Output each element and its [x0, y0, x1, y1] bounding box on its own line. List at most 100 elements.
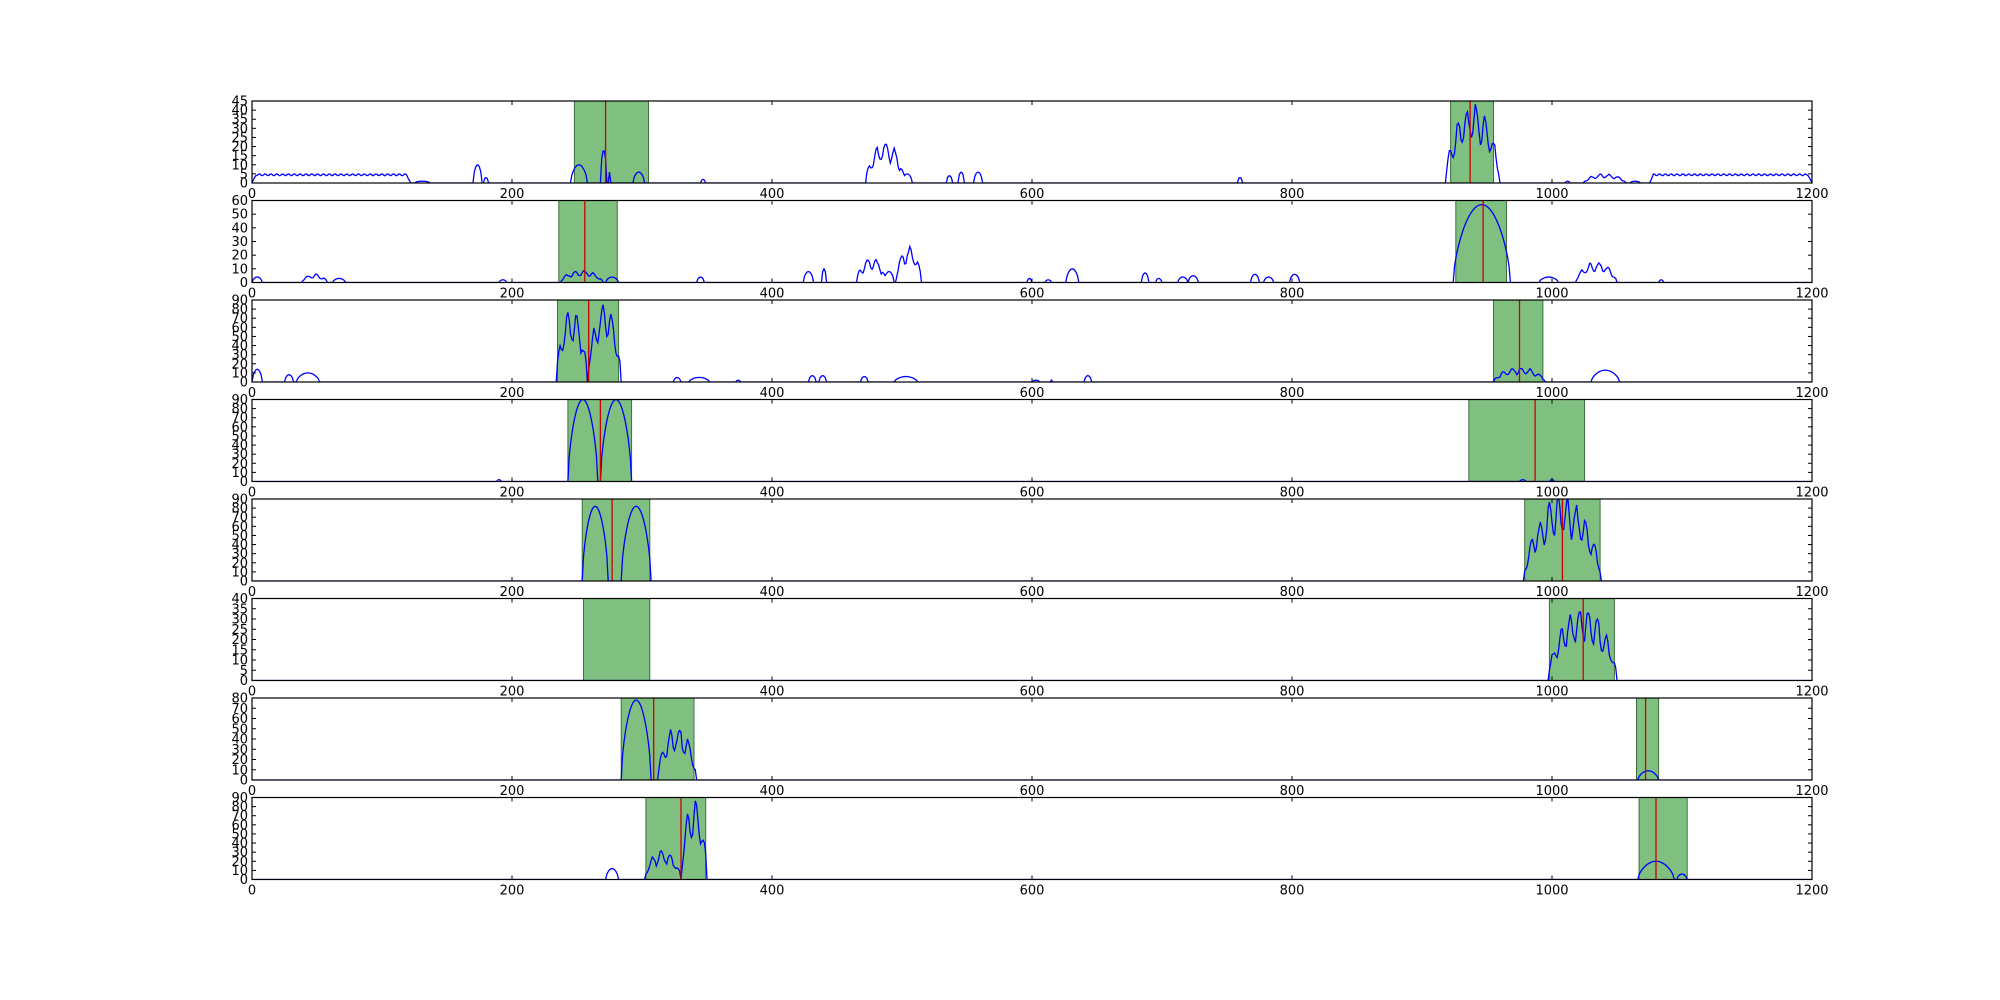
axes-frame: [251, 299, 1813, 383]
highlight-window: [620, 697, 695, 781]
y-tick-label: 35: [231, 602, 248, 617]
x-tick-label: 200: [500, 386, 525, 401]
y-tick-label: 60: [231, 520, 248, 535]
y-tick-label: 40: [231, 221, 248, 236]
x-tick-label: 0: [248, 784, 256, 799]
y-tick-label: 35: [231, 113, 248, 128]
highlight-window: [1493, 299, 1544, 383]
x-tick-label: 1000: [1535, 287, 1568, 302]
axes-frame: [251, 100, 1813, 184]
highlight-window: [581, 498, 651, 582]
x-tick-label: 800: [1280, 784, 1305, 799]
x-tick-label: 200: [500, 884, 525, 899]
y-tick-label: 10: [231, 565, 248, 580]
y-tick-label: 60: [231, 194, 248, 209]
x-tick-label: 800: [1280, 685, 1305, 700]
y-tick-label: 0: [240, 774, 248, 789]
x-tick-label: 200: [500, 486, 525, 501]
y-tick-label: 10: [231, 763, 248, 778]
x-tick-label: 200: [500, 585, 525, 600]
y-tick-label: 60: [231, 420, 248, 435]
x-tick-label: 1200: [1795, 486, 1828, 501]
highlight-window: [1468, 399, 1586, 482]
y-tick-label: 70: [231, 702, 248, 717]
y-tick-label: 40: [231, 592, 248, 607]
highlight-window: [1455, 200, 1508, 283]
highlight-window: [1638, 797, 1688, 880]
y-tick-label: 30: [231, 448, 248, 463]
y-tick-label: 60: [231, 712, 248, 727]
x-tick-label: 1200: [1795, 784, 1828, 799]
x-tick-label: 800: [1280, 287, 1305, 302]
axes-frame: [251, 199, 1813, 284]
x-tick-label: 1000: [1535, 784, 1568, 799]
y-tick-label: 90: [231, 791, 248, 806]
x-tick-label: 1200: [1795, 585, 1828, 600]
y-tick-label: 20: [231, 457, 248, 472]
y-tick-label: 20: [231, 753, 248, 768]
x-tick-label: 800: [1280, 386, 1305, 401]
x-tick-label: 1200: [1795, 187, 1828, 202]
y-tick-label: 0: [240, 873, 248, 888]
x-tick-label: 600: [1020, 187, 1045, 202]
x-tick-label: 1200: [1795, 386, 1828, 401]
x-tick-label: 600: [1020, 486, 1045, 501]
y-tick-label: 25: [231, 623, 248, 638]
y-tick-label: 40: [231, 339, 248, 354]
y-tick-label: 70: [231, 312, 248, 327]
y-tick-label: 30: [231, 846, 248, 861]
y-tick-label: 0: [240, 376, 248, 391]
y-tick-label: 30: [231, 547, 248, 562]
y-tick-label: 30: [231, 235, 248, 250]
y-tick-label: 15: [231, 149, 248, 164]
y-tick-label: 45: [231, 95, 248, 110]
y-tick-label: 90: [231, 294, 248, 309]
highlight-window: [1450, 100, 1494, 184]
x-tick-label: 400: [760, 187, 785, 202]
signal-line: [252, 499, 1812, 581]
x-tick-label: 800: [1280, 585, 1305, 600]
y-tick-label: 30: [231, 122, 248, 137]
y-tick-label: 80: [231, 303, 248, 318]
x-tick-label: 400: [760, 287, 785, 302]
y-tick-label: 50: [231, 722, 248, 737]
x-tick-label: 0: [248, 187, 256, 202]
y-tick-label: 80: [231, 502, 248, 517]
y-tick-label: 80: [231, 692, 248, 707]
y-tick-label: 80: [231, 800, 248, 815]
y-tick-label: 40: [231, 104, 248, 119]
y-tick-label: 50: [231, 529, 248, 544]
y-tick-label: 0: [240, 475, 248, 490]
highlight-window: [1636, 697, 1660, 781]
signal-line: [252, 203, 1812, 283]
x-tick-label: 1200: [1795, 884, 1828, 899]
y-tick-label: 15: [231, 643, 248, 658]
y-tick-label: 60: [231, 818, 248, 833]
x-tick-label: 600: [1020, 386, 1045, 401]
x-tick-label: 1000: [1535, 884, 1568, 899]
y-tick-label: 5: [240, 664, 248, 679]
x-tick-label: 400: [760, 486, 785, 501]
y-tick-label: 40: [231, 439, 248, 454]
y-tick-label: 20: [231, 633, 248, 648]
y-tick-label: 20: [231, 140, 248, 155]
x-tick-label: 600: [1020, 685, 1045, 700]
y-tick-label: 10: [231, 262, 248, 277]
x-tick-label: 800: [1280, 187, 1305, 202]
y-tick-label: 70: [231, 809, 248, 824]
y-tick-label: 40: [231, 733, 248, 748]
x-tick-label: 600: [1020, 585, 1045, 600]
y-tick-label: 30: [231, 613, 248, 628]
x-tick-label: 600: [1020, 287, 1045, 302]
x-tick-label: 1000: [1535, 585, 1568, 600]
x-tick-label: 200: [500, 187, 525, 202]
highlight-window: [573, 100, 650, 184]
y-tick-label: 30: [231, 348, 248, 363]
